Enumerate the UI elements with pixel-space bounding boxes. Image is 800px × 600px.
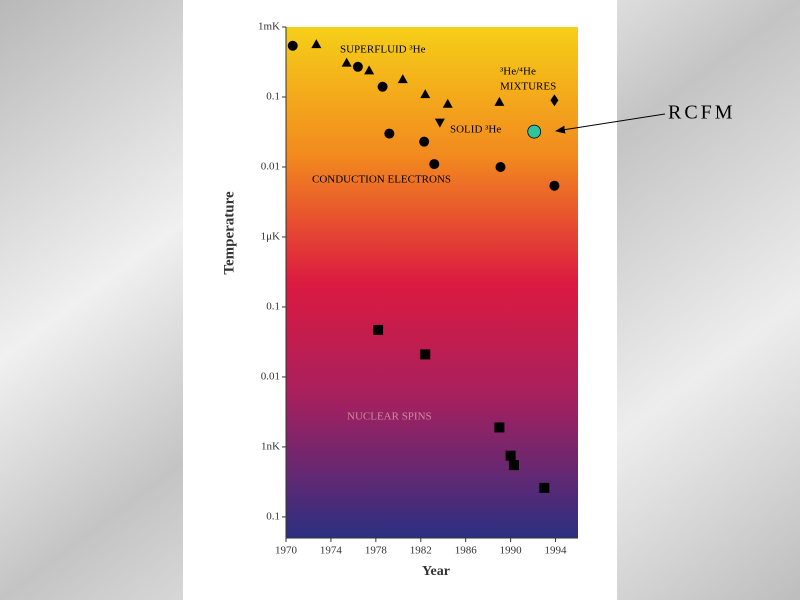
point <box>311 39 322 49</box>
y-tick-label: 1nK <box>261 440 280 452</box>
point <box>377 81 388 92</box>
point <box>505 450 516 461</box>
point <box>419 136 430 147</box>
point <box>549 180 560 191</box>
point <box>420 349 431 360</box>
y-tick-label: 1mK <box>258 21 280 33</box>
point <box>527 124 542 139</box>
annotation: MIXTURES <box>500 81 556 93</box>
point <box>539 482 550 493</box>
annotation: CONDUCTION ELECTRONS <box>312 174 451 186</box>
y-tick-label: 0.1 <box>266 510 280 522</box>
point <box>494 422 505 433</box>
x-tick-label: 1986 <box>455 545 478 557</box>
y-axis-label: Temperature <box>221 191 237 275</box>
x-tick-label: 1970 <box>275 545 298 557</box>
x-tick-label: 1978 <box>365 545 388 557</box>
annotation: SOLID ³He <box>450 124 501 136</box>
callout-arrow <box>555 113 666 134</box>
point <box>364 65 375 75</box>
x-tick-label: 1982 <box>410 545 432 557</box>
point <box>341 57 352 67</box>
point <box>287 40 298 51</box>
x-tick-label: 1990 <box>500 545 523 557</box>
point <box>508 460 519 471</box>
y-tick-label: 0.01 <box>261 161 280 173</box>
point <box>397 74 408 84</box>
y-tick-label: 0.1 <box>266 91 280 103</box>
x-axis-label: Year <box>422 564 450 579</box>
annotation: NUCLEAR SPINS <box>347 411 432 423</box>
point <box>494 96 505 106</box>
point <box>495 161 506 172</box>
annotation: ³He/⁴He <box>500 66 536 78</box>
point <box>442 98 453 108</box>
plot-area <box>286 27 578 538</box>
point <box>429 159 440 170</box>
y-tick-label: 1μK <box>261 231 280 243</box>
callout-label: RCFM <box>668 102 736 124</box>
x-tick-label: 1974 <box>320 545 343 557</box>
point <box>550 94 559 107</box>
point <box>384 128 395 139</box>
y-tick-label: 0.1 <box>266 300 280 312</box>
x-tick-label: 1994 <box>545 545 568 557</box>
point <box>434 118 445 128</box>
point <box>352 61 363 72</box>
y-tick-label: 0.01 <box>261 370 280 382</box>
point <box>420 89 431 99</box>
annotation: SUPERFLUID ³He <box>340 44 426 56</box>
point <box>373 324 384 335</box>
